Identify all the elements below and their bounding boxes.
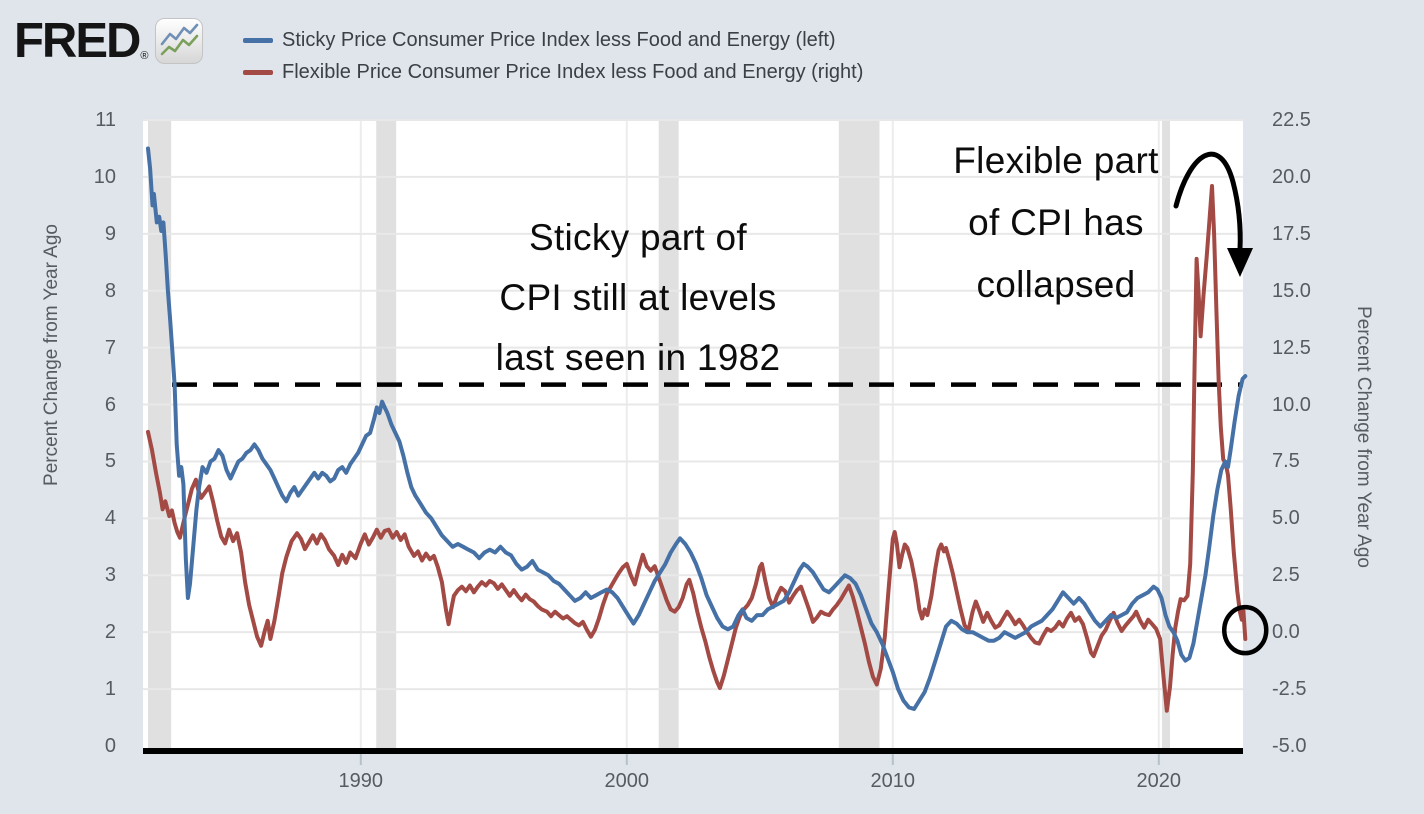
collapse-arrow <box>1173 151 1243 253</box>
sticky-series-swatch <box>243 37 273 43</box>
line-chart-icon <box>154 18 203 64</box>
plot-area <box>143 119 1243 748</box>
fred-logo: FRED ® <box>14 16 203 66</box>
left-axis-tick-label: 3 <box>104 564 116 587</box>
right-axis-tick-label: 10.0 <box>1272 393 1311 416</box>
recession-band <box>1161 119 1170 748</box>
registered-trademark-symbol: ® <box>140 50 149 62</box>
collapse-arrow-head-icon <box>1227 248 1253 277</box>
annotation-line: of CPI has <box>968 202 1144 243</box>
annotation-line: Flexible part <box>953 140 1159 181</box>
recession-band <box>376 119 397 748</box>
right-axis-tick-label: -5.0 <box>1272 735 1307 757</box>
x-axis-tick-label: 2010 <box>870 770 916 792</box>
right-axis-tick-label: 0.0 <box>1272 621 1300 644</box>
annotation-flexible-cpi-note: Flexible part of CPI has collapsed <box>953 130 1158 316</box>
right-axis-tick-label: 15.0 <box>1272 279 1311 302</box>
left-axis-tick-label: 2 <box>104 621 116 644</box>
annotation-sticky-cpi-note: Sticky part of CPI still at levels last … <box>496 208 781 388</box>
right-axis-tick-label: 7.5 <box>1272 450 1300 473</box>
chart-legend: Sticky Price Consumer Price Index less F… <box>243 24 863 88</box>
legend-item-flexible-cpi: Flexible Price Consumer Price Index less… <box>243 56 863 88</box>
left-axis-tick-label: 8 <box>104 279 116 302</box>
fred-logo-text: FRED <box>14 14 141 68</box>
x-axis-line <box>143 748 1243 754</box>
left-axis-tick-label: 4 <box>104 507 116 530</box>
flexible-series-swatch <box>243 69 273 75</box>
legend-item-sticky-cpi: Sticky Price Consumer Price Index less F… <box>243 24 863 56</box>
recession-band <box>148 119 172 748</box>
x-axis-tick-label: 2020 <box>1136 770 1182 792</box>
left-axis-tick-label: 7 <box>104 336 116 359</box>
flexible-series-label: Flexible Price Consumer Price Index less… <box>282 60 864 83</box>
annotation-line: CPI still at levels <box>499 277 777 318</box>
flexible-cpi-line <box>146 184 1248 713</box>
sticky-cpi-line <box>146 146 1248 711</box>
annotation-line: Sticky part of <box>528 217 748 258</box>
annotation-line: last seen in 1982 <box>495 337 781 378</box>
right-axis-tick-label: 17.5 <box>1272 222 1311 245</box>
right-axis-tick-label: 20.0 <box>1272 165 1311 188</box>
left-axis-tick-label: 0 <box>104 735 116 757</box>
sticky-series-label: Sticky Price Consumer Price Index less F… <box>282 28 836 51</box>
right-axis-title: Percent Change from Year Ago <box>1353 306 1374 568</box>
right-axis-tick-label: 2.5 <box>1272 564 1300 587</box>
left-axis-tick-label: 6 <box>104 393 116 416</box>
right-axis-tick-label: 5.0 <box>1272 507 1300 530</box>
annotation-line: collapsed <box>976 264 1136 305</box>
left-axis-tick-label: 11 <box>95 109 116 131</box>
left-axis-tick-label: 9 <box>104 222 116 245</box>
recession-band <box>838 119 880 748</box>
right-axis-tick-label: 22.5 <box>1272 109 1311 131</box>
x-axis-tick-label: 2000 <box>604 770 650 792</box>
left-axis-tick-label: 1 <box>104 678 116 701</box>
right-axis-tick-label: -2.5 <box>1272 678 1307 701</box>
circle-highlight <box>1222 604 1269 656</box>
right-axis-tick-label: 12.5 <box>1272 336 1311 359</box>
left-axis-tick-label: 10 <box>93 165 116 188</box>
x-axis-tick-label: 1990 <box>338 770 384 792</box>
left-axis-tick-label: 5 <box>104 450 116 473</box>
